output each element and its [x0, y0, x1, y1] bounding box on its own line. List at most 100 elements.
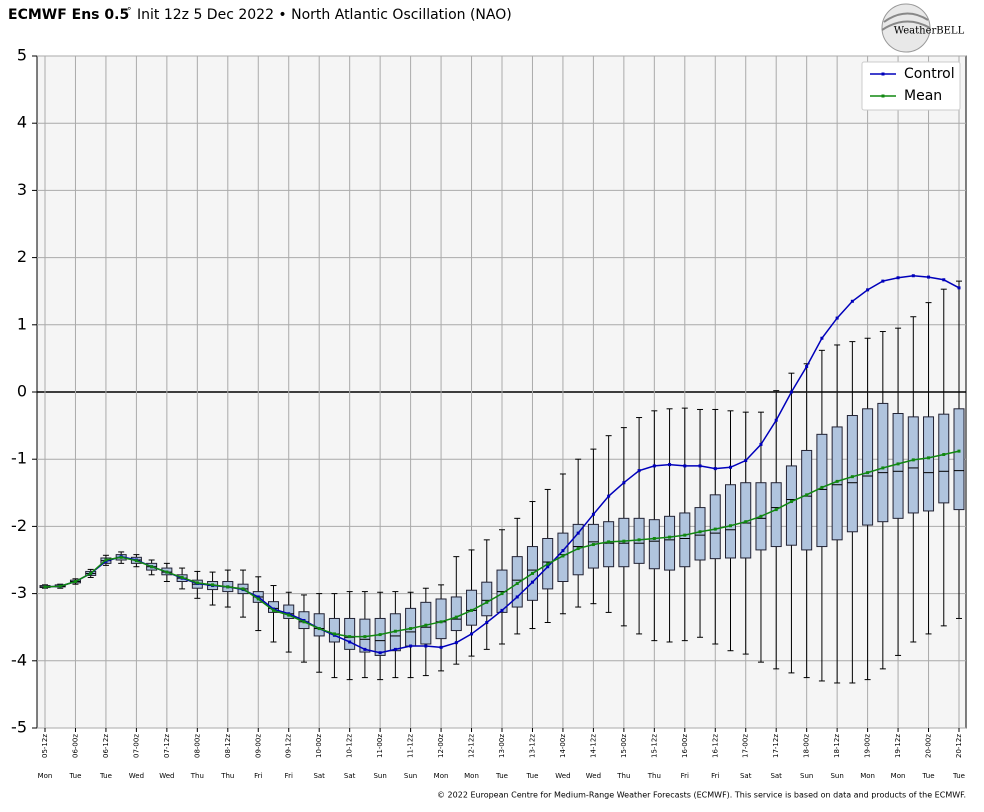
x-tick-label: 16-00z	[681, 734, 689, 758]
day-label: Thu	[647, 772, 661, 780]
series-point	[363, 647, 367, 651]
x-tick-label: 18-12z	[833, 734, 841, 758]
series-point	[332, 632, 336, 636]
y-tick-label: 1	[17, 314, 27, 333]
title-degree: °	[127, 7, 132, 17]
series-point	[43, 585, 47, 589]
y-tick-label: -2	[11, 516, 27, 535]
day-label: Wed	[555, 772, 570, 780]
box	[374, 617, 386, 656]
series-point	[363, 635, 367, 639]
box	[648, 519, 660, 570]
day-label: Fri	[681, 772, 689, 780]
series-point	[850, 299, 854, 303]
day-label: Mon	[860, 772, 875, 780]
series-point	[393, 647, 397, 651]
series-point	[150, 565, 154, 569]
y-tick-label: -5	[11, 718, 27, 737]
series-point	[942, 278, 946, 282]
series-point	[530, 571, 534, 575]
series-point	[774, 508, 778, 512]
legend-label: Control	[904, 66, 955, 82]
day-label: Tue	[952, 772, 965, 780]
series-point	[165, 570, 169, 574]
box	[450, 596, 462, 632]
box	[328, 617, 340, 643]
day-label: Tue	[99, 772, 112, 780]
box	[664, 515, 676, 571]
y-tick-label: -3	[11, 583, 27, 602]
day-label: Sat	[770, 772, 782, 780]
day-label: Sat	[344, 772, 356, 780]
day-label: Thu	[190, 772, 204, 780]
x-tick-label: 20-00z	[925, 734, 933, 758]
day-label: Sat	[740, 772, 752, 780]
series-point	[439, 620, 443, 624]
box	[511, 556, 523, 608]
series-point	[729, 465, 732, 469]
series-point	[485, 600, 489, 604]
day-label: Sat	[313, 772, 325, 780]
series-point	[622, 539, 626, 543]
series-point	[302, 620, 306, 624]
series-point	[58, 584, 62, 588]
chart-subtitle: Init 12z 5 Dec 2022 • North Atlantic Osc…	[137, 7, 512, 23]
x-tick-label: 08-00z	[193, 734, 201, 758]
series-point	[119, 555, 123, 559]
series-point	[454, 641, 458, 645]
series-point	[942, 452, 946, 456]
series-point	[835, 479, 839, 483]
y-tick-label: -1	[11, 449, 27, 468]
x-tick-label: 14-00z	[559, 734, 567, 758]
day-label: Mon	[464, 772, 479, 780]
day-label: Fri	[711, 772, 719, 780]
x-tick-label: 08-12z	[224, 734, 232, 758]
series-point	[607, 540, 611, 544]
day-label: Sun	[800, 772, 813, 780]
x-tick-label: 12-00z	[437, 734, 445, 758]
box	[435, 598, 447, 640]
series-point	[180, 575, 184, 579]
day-label: Tue	[495, 772, 508, 780]
x-tick-label: 13-12z	[528, 734, 536, 758]
box	[923, 416, 935, 512]
day-label: Tue	[525, 772, 538, 780]
x-tick-label: 09-12z	[285, 734, 293, 758]
series-point	[881, 466, 885, 470]
box	[420, 601, 432, 645]
x-tick-label: 10-00z	[315, 734, 323, 758]
series-point	[652, 536, 656, 540]
series-point	[272, 608, 275, 612]
box	[725, 484, 736, 559]
series-point	[637, 538, 641, 542]
x-tick-label: 17-12z	[772, 734, 780, 758]
series-point	[911, 458, 915, 462]
series-point	[789, 390, 793, 394]
series-point	[668, 535, 672, 539]
series-point	[805, 493, 809, 497]
series-point	[500, 608, 504, 612]
series-point	[454, 615, 458, 619]
series-point	[530, 580, 534, 584]
series-point	[348, 640, 352, 644]
x-tick-label: 05-12z	[41, 734, 49, 758]
series-point	[683, 464, 687, 468]
x-tick-label: 06-12z	[102, 734, 110, 758]
series-point	[226, 585, 230, 589]
day-label: Mon	[891, 772, 906, 780]
day-label: Sun	[404, 772, 417, 780]
day-label: Thu	[220, 772, 234, 780]
day-label: Tue	[68, 772, 81, 780]
series-point	[424, 623, 428, 627]
series-point	[637, 469, 641, 473]
box	[694, 507, 706, 561]
series-point	[500, 592, 504, 596]
series-point	[713, 527, 717, 531]
box	[938, 413, 950, 504]
series-point	[134, 559, 138, 563]
series-point	[515, 582, 519, 586]
day-label: Wed	[586, 772, 601, 780]
x-tick-label: 14-12z	[589, 734, 597, 758]
y-tick-label: 2	[17, 247, 27, 266]
